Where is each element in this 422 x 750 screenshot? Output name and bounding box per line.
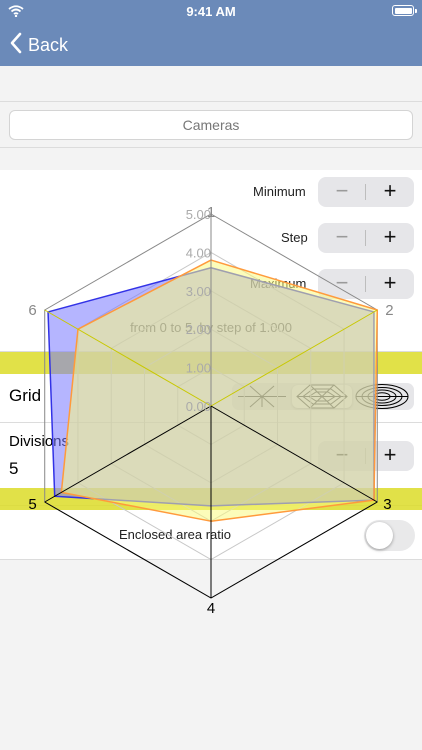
toggle-knob (366, 522, 393, 549)
divider (0, 559, 422, 560)
minimum-decrement-button[interactable]: − (335, 178, 349, 203)
chevron-left-icon (10, 32, 22, 59)
step-stepper[interactable]: − + (318, 223, 414, 253)
divisions-label: Divisions (9, 433, 70, 450)
spokes-icon[interactable] (232, 383, 292, 410)
wifi-icon (8, 4, 24, 22)
navigation-bar: Back (0, 22, 422, 66)
range-summary: from 0 to 5, by step of 1.000 (130, 320, 292, 335)
step-decrement-button[interactable]: − (335, 224, 349, 249)
grid-style-segmented-control[interactable] (232, 383, 414, 410)
maximum-stepper[interactable]: − + (318, 269, 414, 299)
divider (0, 422, 422, 423)
maximum-label: Maximum (250, 276, 307, 291)
web-grid-icon[interactable] (292, 383, 352, 410)
status-bar: 9:41 AM (0, 0, 422, 22)
circular-grid-icon[interactable] (352, 383, 412, 410)
back-button[interactable]: Back (10, 32, 68, 59)
divider (0, 351, 422, 352)
grid-label: Grid (9, 386, 42, 405)
enclosed-area-ratio-toggle[interactable] (364, 520, 415, 551)
divisions-increment-button[interactable]: + (383, 442, 397, 467)
divider (0, 505, 422, 506)
axis-label: 4 (207, 600, 215, 617)
stepper-divider (365, 184, 366, 200)
divisions-stepper[interactable]: − + (318, 441, 414, 471)
battery-icon (392, 5, 417, 16)
minimum-label: Minimum (253, 184, 306, 199)
divider (0, 101, 422, 102)
maximum-decrement-button[interactable]: − (335, 270, 349, 295)
step-label: Step (281, 230, 308, 245)
cameras-button[interactable]: Cameras (9, 110, 413, 140)
enclosed-area-ratio-label: Enclosed area ratio (119, 527, 232, 542)
back-label: Back (28, 35, 69, 55)
status-time: 9:41 AM (186, 4, 236, 19)
divisions-decrement-button[interactable]: − (335, 442, 349, 467)
maximum-increment-button[interactable]: + (383, 270, 397, 295)
divider (0, 147, 422, 148)
minimum-stepper[interactable]: − + (318, 177, 414, 207)
divisions-value: 5 (9, 459, 19, 478)
step-increment-button[interactable]: + (383, 224, 397, 249)
minimum-increment-button[interactable]: + (383, 178, 397, 203)
